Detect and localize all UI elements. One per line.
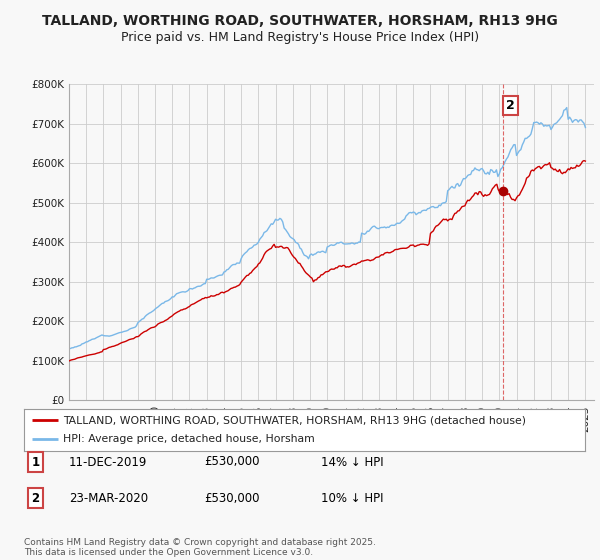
Text: 2: 2 xyxy=(506,99,514,112)
Text: HPI: Average price, detached house, Horsham: HPI: Average price, detached house, Hors… xyxy=(63,435,315,445)
Text: 1: 1 xyxy=(31,455,40,469)
Text: £530,000: £530,000 xyxy=(204,455,260,469)
Text: £530,000: £530,000 xyxy=(204,492,260,505)
Text: 23-MAR-2020: 23-MAR-2020 xyxy=(69,492,148,505)
Text: Contains HM Land Registry data © Crown copyright and database right 2025.
This d: Contains HM Land Registry data © Crown c… xyxy=(24,538,376,557)
Text: TALLAND, WORTHING ROAD, SOUTHWATER, HORSHAM, RH13 9HG (detached house): TALLAND, WORTHING ROAD, SOUTHWATER, HORS… xyxy=(63,415,526,425)
Text: Price paid vs. HM Land Registry's House Price Index (HPI): Price paid vs. HM Land Registry's House … xyxy=(121,31,479,44)
Text: 2: 2 xyxy=(31,492,40,505)
Text: 10% ↓ HPI: 10% ↓ HPI xyxy=(321,492,383,505)
Text: 11-DEC-2019: 11-DEC-2019 xyxy=(69,455,148,469)
Text: TALLAND, WORTHING ROAD, SOUTHWATER, HORSHAM, RH13 9HG: TALLAND, WORTHING ROAD, SOUTHWATER, HORS… xyxy=(42,14,558,28)
Text: 14% ↓ HPI: 14% ↓ HPI xyxy=(321,455,383,469)
